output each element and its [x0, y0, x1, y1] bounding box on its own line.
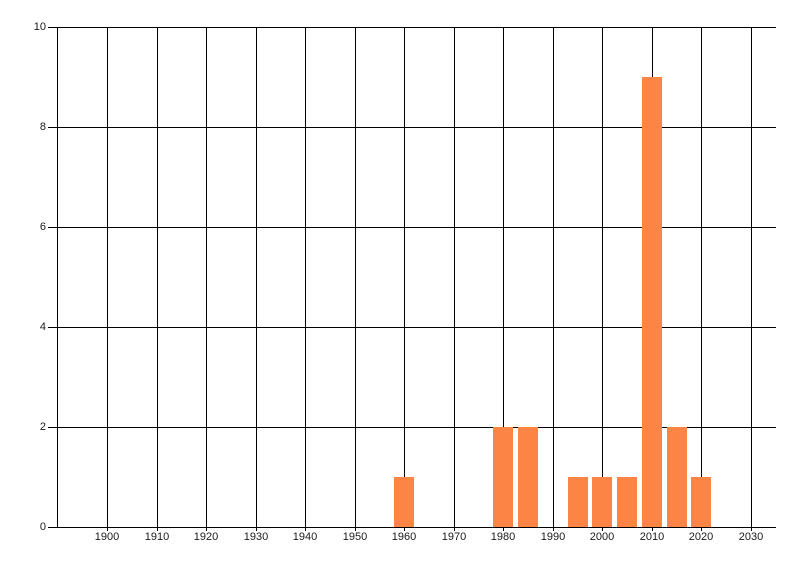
x-axis-tick-label: 1950: [342, 531, 368, 543]
x-axis-tick-label: 2020: [688, 531, 714, 543]
x-axis-tick-label: 1980: [490, 531, 516, 543]
y-axis-tick-label: 6: [39, 221, 46, 233]
v-gridline: [157, 27, 158, 531]
x-axis-tick-label: 1910: [144, 531, 170, 543]
bar: [394, 477, 414, 527]
bar: [592, 477, 612, 527]
bar: [617, 477, 637, 527]
v-gridline: [751, 27, 752, 531]
x-axis-line: [48, 527, 776, 528]
v-gridline: [602, 27, 603, 531]
v-gridline: [503, 27, 504, 531]
x-axis-tick-label: 1900: [94, 531, 120, 543]
x-axis-tick-label: 1940: [292, 531, 318, 543]
h-gridline: [48, 27, 776, 28]
bar: [568, 477, 588, 527]
h-gridline: [48, 427, 776, 428]
v-gridline: [404, 27, 405, 531]
h-gridline: [48, 227, 776, 228]
bar: [667, 427, 687, 527]
v-gridline: [701, 27, 702, 531]
v-gridline: [256, 27, 257, 531]
y-axis-line: [57, 27, 58, 527]
v-gridline: [305, 27, 306, 531]
y-axis-tick-label: 8: [39, 121, 46, 133]
v-gridline: [206, 27, 207, 531]
v-gridline: [107, 27, 108, 531]
x-axis-tick-label: 1930: [243, 531, 269, 543]
bar: [691, 477, 711, 527]
y-axis-tick-label: 10: [33, 21, 46, 33]
x-axis-tick-label: 1920: [193, 531, 219, 543]
x-axis-tick-label: 1960: [391, 531, 417, 543]
h-gridline: [48, 327, 776, 328]
h-gridline: [48, 127, 776, 128]
y-axis-tick-label: 0: [39, 521, 46, 533]
y-axis-tick-label: 4: [39, 321, 46, 333]
x-axis-tick-label: 2030: [738, 531, 764, 543]
x-axis-tick-label: 1990: [540, 531, 566, 543]
x-axis-tick-label: 2010: [639, 531, 665, 543]
bar: [493, 427, 513, 527]
x-axis-tick-label: 1970: [441, 531, 467, 543]
v-gridline: [454, 27, 455, 531]
bar: [518, 427, 538, 527]
v-gridline: [355, 27, 356, 531]
bar: [642, 77, 662, 527]
v-gridline: [553, 27, 554, 531]
y-axis-tick-label: 2: [39, 421, 46, 433]
x-axis-tick-label: 2000: [589, 531, 615, 543]
